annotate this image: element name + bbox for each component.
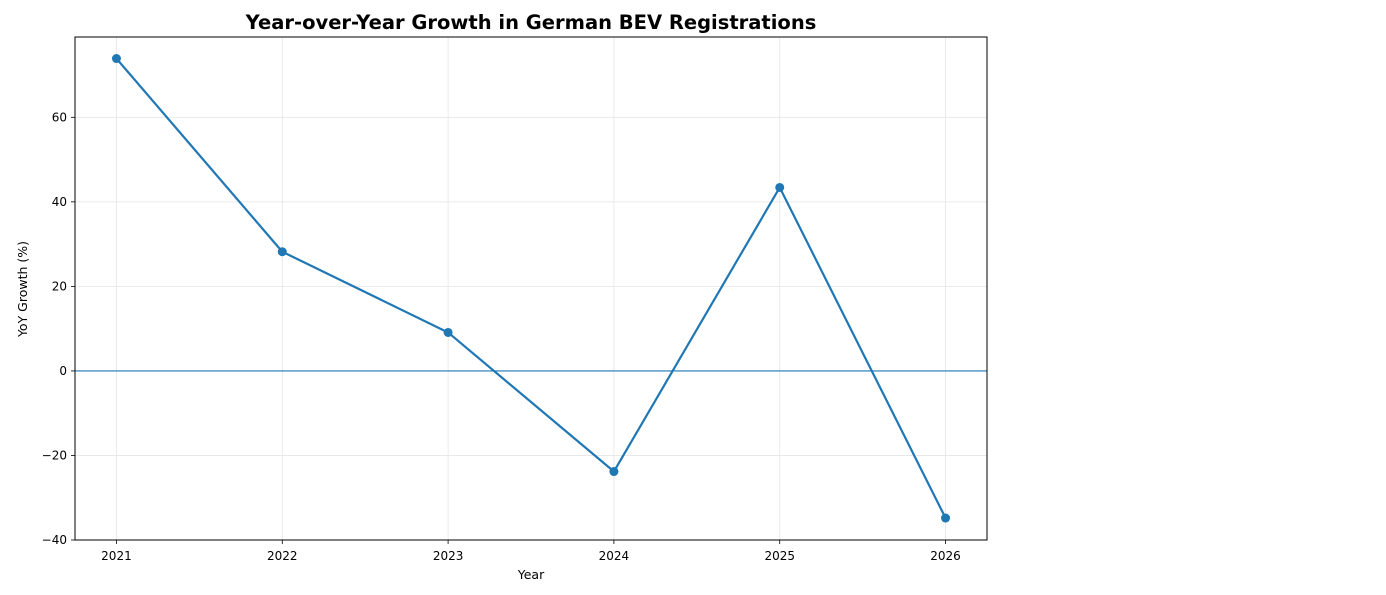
y-tick-label: 60 <box>52 110 67 124</box>
data-point <box>111 54 121 64</box>
chart-title: Year-over-Year Growth in German BEV Regi… <box>245 11 817 34</box>
x-axis-label: Year <box>517 567 545 582</box>
y-axis: −40 −20 0 20 40 60 <box>42 110 75 547</box>
y-tick-label: −20 <box>42 448 67 462</box>
plot-frame <box>74 36 988 541</box>
x-tick-label: 2022 <box>267 549 298 563</box>
x-tick-label: 2026 <box>930 549 961 563</box>
y-tick-label: −40 <box>42 533 67 547</box>
series-group <box>111 54 951 523</box>
data-point <box>609 467 619 477</box>
data-point <box>941 513 951 523</box>
y-tick-label: 40 <box>52 195 67 209</box>
data-point <box>277 247 287 257</box>
y-tick-label: 0 <box>59 364 67 378</box>
y-tick-label: 20 <box>52 279 67 293</box>
y-axis-label: YoY Growth (%) <box>15 241 30 338</box>
x-tick-label: 2023 <box>433 549 464 563</box>
x-tick-label: 2021 <box>101 549 132 563</box>
grid <box>75 37 987 541</box>
x-tick-label: 2025 <box>764 549 795 563</box>
data-point <box>443 327 453 337</box>
data-point <box>775 182 785 192</box>
series-line <box>115 57 947 519</box>
x-axis: 2021 2022 2023 2024 2025 2026 <box>101 540 961 563</box>
x-tick-label: 2024 <box>599 549 630 563</box>
